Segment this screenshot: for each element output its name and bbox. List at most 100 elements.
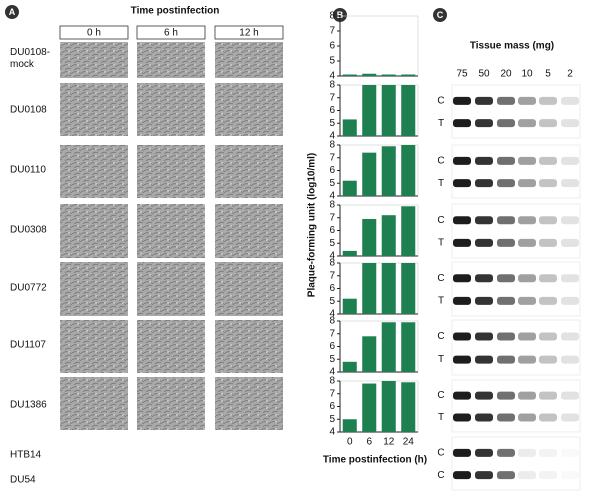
band xyxy=(453,332,471,341)
column-label: 50 xyxy=(478,69,490,80)
band xyxy=(539,332,557,341)
band xyxy=(561,119,579,128)
panel-badge xyxy=(433,8,447,22)
band xyxy=(539,355,557,364)
micrograph xyxy=(215,377,283,430)
band xyxy=(475,391,493,400)
column-header-box xyxy=(214,25,284,40)
band xyxy=(539,119,557,128)
y-tick-label: 7 xyxy=(329,212,335,223)
blot-row-label: T xyxy=(438,238,444,249)
band xyxy=(497,119,515,128)
bar xyxy=(381,263,396,314)
micrograph xyxy=(215,42,283,78)
band xyxy=(453,156,471,165)
band xyxy=(539,413,557,422)
blot-row-label: C xyxy=(437,156,444,167)
band xyxy=(475,471,493,480)
band xyxy=(561,274,579,283)
band xyxy=(497,179,515,188)
y-tick-label: 7 xyxy=(329,92,335,103)
micrograph xyxy=(215,83,283,136)
band xyxy=(497,448,515,457)
micrograph xyxy=(137,320,205,373)
bar xyxy=(342,419,357,432)
blot xyxy=(451,319,581,376)
x-tick-label: 12 xyxy=(383,437,395,448)
bar xyxy=(342,361,357,372)
band xyxy=(518,391,536,400)
band xyxy=(518,96,536,105)
band xyxy=(453,296,471,305)
plot-frame xyxy=(339,15,419,77)
x-tick-label: 24 xyxy=(403,437,415,448)
column-label: 2 xyxy=(567,69,573,80)
column-header: 6 h xyxy=(164,28,178,39)
y-tick-label: 5 xyxy=(329,56,335,67)
band xyxy=(539,156,557,165)
band xyxy=(561,156,579,165)
x-axis-label: Time postinfection (h) xyxy=(323,455,427,466)
band xyxy=(518,119,536,128)
micrograph xyxy=(215,145,283,198)
micrograph xyxy=(137,204,205,258)
band xyxy=(561,216,579,225)
bar xyxy=(342,74,357,76)
band xyxy=(518,296,536,305)
band xyxy=(453,391,471,400)
y-tick-label: 4 xyxy=(329,131,335,142)
micrograph xyxy=(60,42,128,78)
band xyxy=(475,332,493,341)
y-tick-label: 4 xyxy=(329,71,335,82)
band xyxy=(561,238,579,247)
band xyxy=(518,448,536,457)
row-label: DU0108-mock xyxy=(10,47,50,70)
band xyxy=(518,471,536,480)
band xyxy=(475,238,493,247)
panel-label: C xyxy=(437,10,444,20)
y-tick-label: 4 xyxy=(329,427,335,438)
y-tick-label: 6 xyxy=(329,105,335,116)
y-tick-label: 8 xyxy=(329,258,335,269)
bar xyxy=(401,206,416,256)
micrograph xyxy=(60,204,128,258)
band xyxy=(475,96,493,105)
band xyxy=(453,179,471,188)
band xyxy=(453,448,471,457)
blot-row-label: T xyxy=(438,178,444,189)
blot-row-label: C xyxy=(437,215,444,226)
band xyxy=(561,449,579,457)
column-label: 20 xyxy=(500,69,512,80)
band xyxy=(539,471,557,480)
column-header: 0 h xyxy=(87,28,101,39)
blot-row-label: C xyxy=(437,390,444,401)
y-tick-label: 7 xyxy=(329,152,335,163)
bar xyxy=(342,119,357,136)
band xyxy=(497,296,515,305)
bar xyxy=(362,73,377,76)
y-tick-label: 5 xyxy=(329,414,335,425)
y-tick-label: 4 xyxy=(329,309,335,320)
x-tick-label: 6 xyxy=(366,437,372,448)
band xyxy=(475,296,493,305)
band xyxy=(561,296,579,305)
band xyxy=(561,471,579,479)
y-tick-label: 4 xyxy=(329,251,335,262)
band xyxy=(539,216,557,225)
blot xyxy=(451,84,581,139)
y-axis-label: Plaque-forming unit (log10/ml) xyxy=(307,153,318,297)
band xyxy=(539,238,557,247)
bar xyxy=(362,336,377,372)
band xyxy=(453,471,471,480)
bar xyxy=(381,215,396,256)
x-tick-label: 0 xyxy=(347,437,353,448)
band xyxy=(453,238,471,247)
band xyxy=(539,96,557,105)
blot xyxy=(451,261,581,317)
micrograph xyxy=(215,204,283,258)
y-tick-label: 5 xyxy=(329,238,335,249)
micrograph xyxy=(137,262,205,316)
band xyxy=(518,332,536,341)
band xyxy=(518,179,536,188)
bar xyxy=(342,180,357,196)
